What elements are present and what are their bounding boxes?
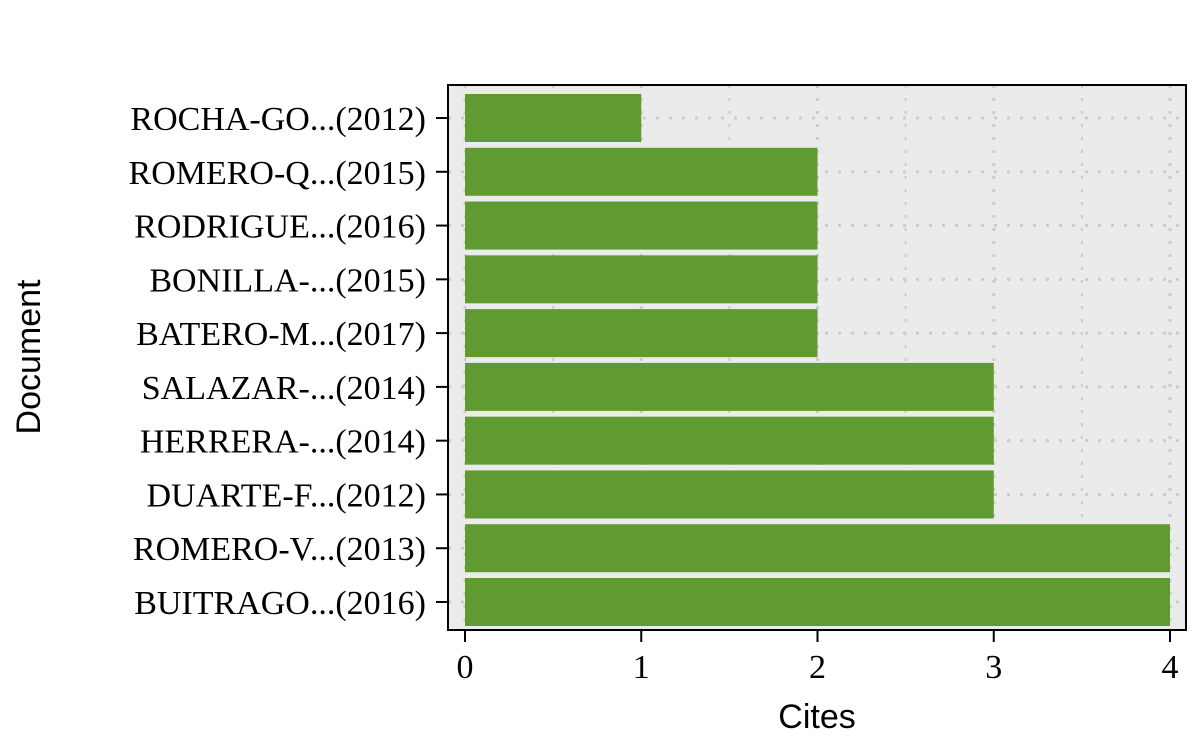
y-tick-label: BATERO-M...(2017) bbox=[136, 316, 426, 353]
y-tick-label: ROCHA-GO...(2012) bbox=[130, 101, 426, 138]
y-tick-label: HERRERA-...(2014) bbox=[140, 424, 426, 461]
bar bbox=[465, 147, 818, 196]
x-tick-label: 0 bbox=[457, 649, 474, 686]
bar bbox=[465, 578, 1170, 626]
x-tick-label: 1 bbox=[633, 649, 650, 686]
x-axis-title: Cites bbox=[778, 698, 855, 736]
x-tick-label: 4 bbox=[1162, 649, 1179, 686]
y-tick-label: BUITRAGO...(2016) bbox=[134, 585, 426, 622]
y-axis: ROCHA-GO...(2012) ROMERO-Q...(2015) RODRIG… bbox=[129, 101, 448, 622]
x-tick-label: 3 bbox=[985, 649, 1002, 686]
x-axis: 0 1 2 3 4 bbox=[457, 630, 1179, 686]
y-tick-label: SALAZAR-...(2014) bbox=[142, 370, 426, 407]
bar bbox=[465, 362, 994, 411]
x-tick-label: 2 bbox=[809, 649, 826, 686]
y-tick-label: BONILLA-...(2015) bbox=[149, 262, 426, 299]
bar bbox=[465, 201, 818, 250]
bars bbox=[465, 94, 1170, 626]
bar bbox=[465, 94, 642, 142]
y-axis-title: Document bbox=[10, 279, 48, 435]
y-tick-label: DUARTE-F...(2012) bbox=[147, 477, 427, 514]
y-tick-label: RODRIGUE...(2016) bbox=[134, 209, 426, 246]
bar bbox=[465, 470, 994, 519]
y-tick-label: ROMERO-V...(2013) bbox=[133, 531, 426, 568]
bar bbox=[465, 416, 994, 465]
bar bbox=[465, 309, 818, 358]
bar bbox=[465, 255, 818, 304]
y-tick-label: ROMERO-Q...(2015) bbox=[129, 155, 426, 192]
bar bbox=[465, 524, 1170, 573]
